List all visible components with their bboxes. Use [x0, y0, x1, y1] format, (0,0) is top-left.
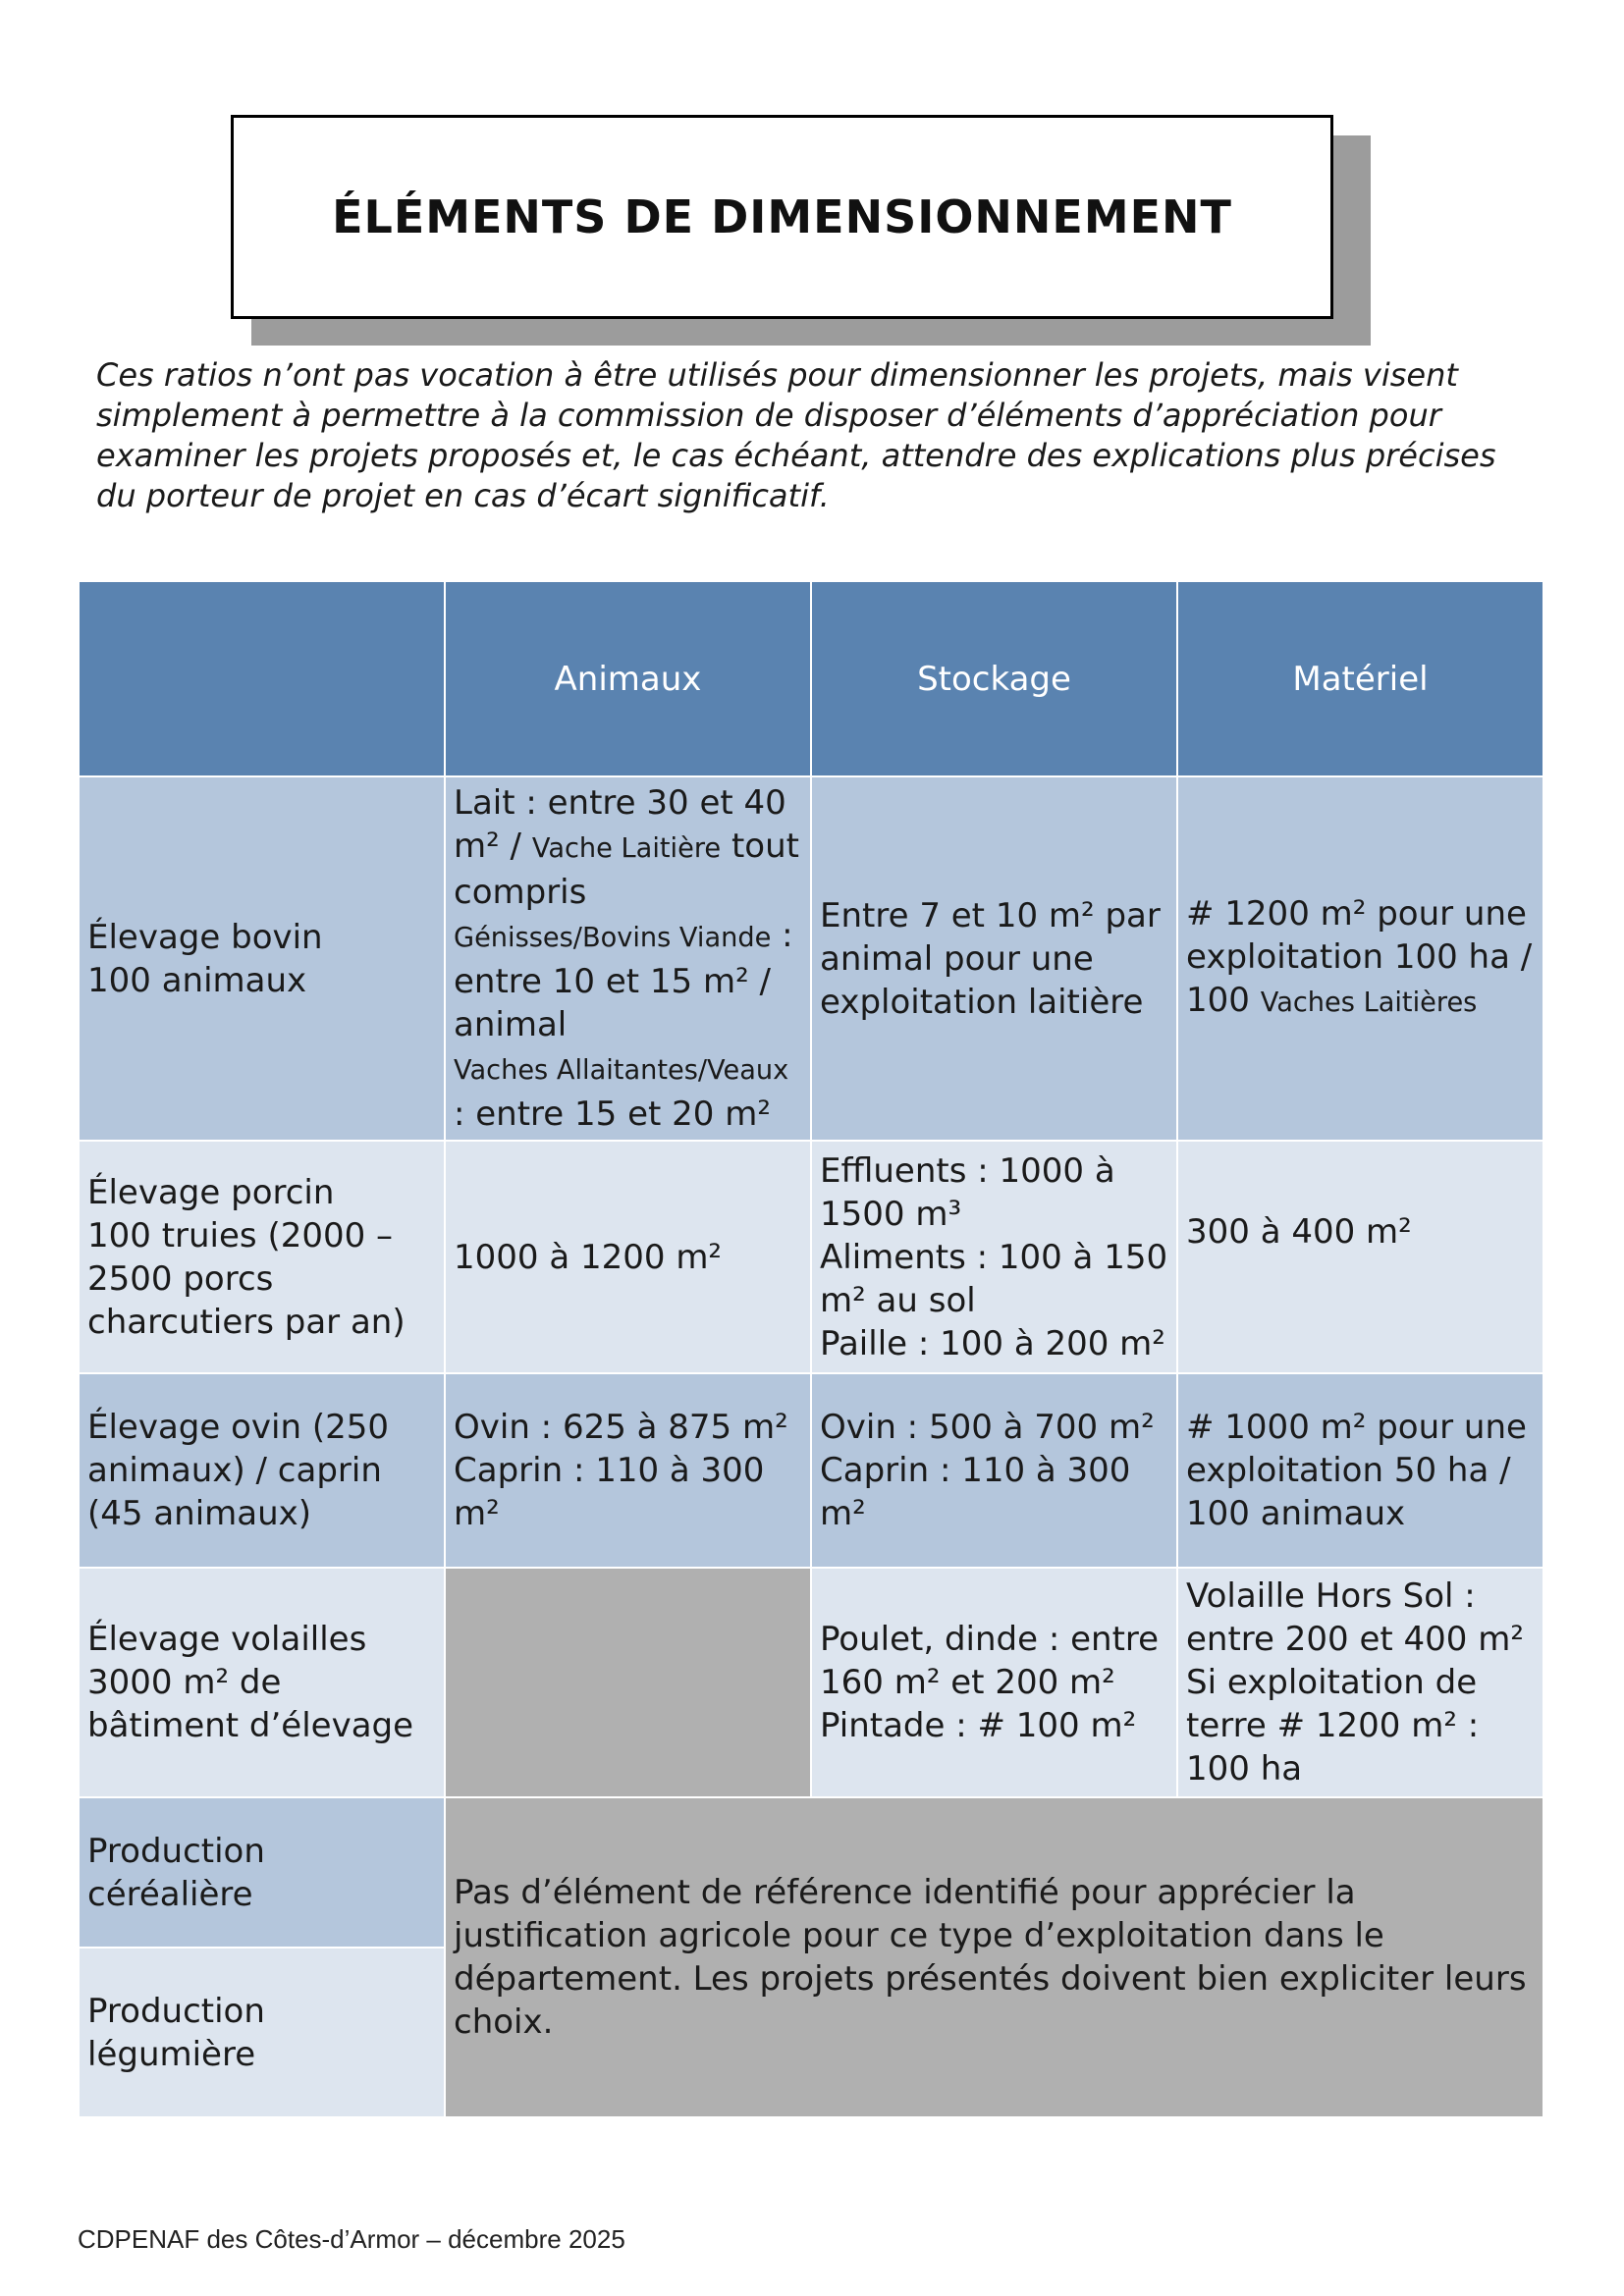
text: Vaches Allaitantes/Veaux [454, 1055, 789, 1086]
header-materiel: Matériel [1176, 580, 1544, 777]
crop-note: Pas d’élément de référence identifié pou… [444, 1796, 1544, 2118]
row-label: Production céréalière [78, 1796, 446, 1949]
cell-stockage: Effluents : 1000 à 1500 m³ Aliments : 10… [810, 1140, 1178, 1374]
table-row: Production légumière [78, 1947, 1543, 2118]
text: Génisses/Bovins Viande [454, 923, 772, 953]
dimension-table: Animaux Stockage Matériel Élevage bovin … [78, 580, 1544, 2118]
page-title: ÉLÉMENTS DE DIMENSIONNEMENT [332, 190, 1232, 243]
header-stockage: Stockage [810, 580, 1178, 777]
table-row: Élevage volailles 3000 m² de bâtiment d’… [78, 1567, 1544, 1798]
row-label: Élevage ovin (250 animaux) / caprin (45 … [78, 1372, 446, 1569]
text: : entre 10 et 15 m² / animal [454, 916, 793, 1044]
cell-materiel: # 1200 m² pour une exploitation 100 ha /… [1176, 775, 1544, 1142]
cell-stockage: Entre 7 et 10 m² par animal pour une exp… [810, 775, 1178, 1142]
text: # 1200 m² pour une exploitation 100 ha /… [1186, 894, 1533, 1020]
table-row: Élevage porcin 100 truies (2000 – 2500 p… [78, 1140, 1544, 1374]
text: Vache Laitière [531, 833, 722, 864]
footer-text: CDPENAF des Côtes-d’Armor – décembre 202… [78, 2224, 625, 2254]
table-header-row: Animaux Stockage Matériel [78, 580, 1544, 777]
row-label: Élevage volailles 3000 m² de bâtiment d’… [78, 1567, 446, 1798]
cell-animaux: Lait : entre 30 et 40 m² / Vache Laitièr… [444, 775, 812, 1142]
cell-stockage: Poulet, dinde : entre 160 m² et 200 m² P… [810, 1567, 1178, 1798]
row-label: Production légumière [78, 1947, 446, 2118]
text: Vaches Laitières [1260, 988, 1478, 1018]
row-label: Élevage porcin 100 truies (2000 – 2500 p… [78, 1140, 446, 1374]
table-row: Élevage bovin 100 animaux Lait : entre 3… [78, 775, 1544, 1142]
cell-materiel: 300 à 400 m² [1176, 1140, 1544, 1374]
cell-materiel: # 1000 m² pour une exploitation 50 ha / … [1176, 1372, 1544, 1569]
intro-text: Ces ratios n’ont pas vocation à être uti… [96, 356, 1496, 514]
text: tout compris [454, 827, 799, 912]
cell-animaux: Ovin : 625 à 875 m² Caprin : 110 à 300 m… [444, 1372, 812, 1569]
text: : entre 15 et 20 m² [454, 1095, 771, 1134]
text: Lait : entre 30 et 40 m² / [454, 783, 786, 866]
title-box: ÉLÉMENTS DE DIMENSIONNEMENT [231, 115, 1333, 319]
header-empty [78, 580, 446, 777]
header-animaux: Animaux [444, 580, 812, 777]
cell-animaux: 1000 à 1200 m² [444, 1140, 812, 1374]
cell-animaux-na [444, 1567, 812, 1798]
cell-stockage: Ovin : 500 à 700 m² Caprin : 110 à 300 m… [810, 1372, 1178, 1569]
table-row: Élevage ovin (250 animaux) / caprin (45 … [78, 1372, 1544, 1569]
cell-materiel: Volaille Hors Sol : entre 200 et 400 m² … [1176, 1567, 1544, 1798]
table-row: Production céréalière Pas d’élément de r… [78, 1796, 1544, 2118]
row-label: Élevage bovin 100 animaux [78, 775, 446, 1142]
